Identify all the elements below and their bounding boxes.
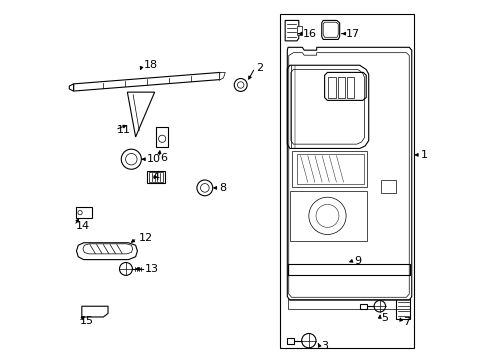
Text: 11: 11 xyxy=(117,125,131,135)
Bar xyxy=(287,338,294,343)
Polygon shape xyxy=(297,26,302,35)
Text: 6: 6 xyxy=(160,153,168,163)
Bar xyxy=(156,127,168,147)
Text: 1: 1 xyxy=(421,150,428,160)
Text: 9: 9 xyxy=(354,256,362,266)
Text: 10: 10 xyxy=(147,154,160,164)
Polygon shape xyxy=(219,72,225,80)
Text: 14: 14 xyxy=(76,221,90,230)
Text: 18: 18 xyxy=(144,59,158,69)
Circle shape xyxy=(197,180,213,196)
Bar xyxy=(149,172,163,182)
Text: 8: 8 xyxy=(219,183,226,193)
Bar xyxy=(347,77,354,98)
Polygon shape xyxy=(396,299,410,319)
Bar xyxy=(328,77,336,98)
Text: 4: 4 xyxy=(153,172,160,182)
Circle shape xyxy=(122,149,141,169)
Text: 12: 12 xyxy=(139,233,152,243)
Polygon shape xyxy=(127,92,155,137)
Polygon shape xyxy=(322,21,340,40)
Bar xyxy=(147,171,165,183)
Text: 16: 16 xyxy=(302,29,317,39)
Text: 17: 17 xyxy=(346,29,360,39)
Text: 3: 3 xyxy=(321,341,328,351)
Polygon shape xyxy=(287,47,412,300)
Polygon shape xyxy=(74,72,220,91)
Bar xyxy=(360,304,367,309)
Text: 15: 15 xyxy=(80,316,94,326)
Circle shape xyxy=(374,301,386,312)
Circle shape xyxy=(234,78,247,91)
Text: 13: 13 xyxy=(146,264,159,274)
Bar xyxy=(338,77,345,98)
Circle shape xyxy=(302,333,316,348)
Polygon shape xyxy=(285,21,299,41)
Circle shape xyxy=(120,262,132,275)
Text: 5: 5 xyxy=(381,313,388,323)
Bar xyxy=(76,207,92,219)
Polygon shape xyxy=(76,243,137,260)
Bar xyxy=(280,14,414,348)
Text: 2: 2 xyxy=(256,63,264,73)
Text: 7: 7 xyxy=(403,317,410,327)
Polygon shape xyxy=(82,306,108,317)
Polygon shape xyxy=(69,84,74,91)
